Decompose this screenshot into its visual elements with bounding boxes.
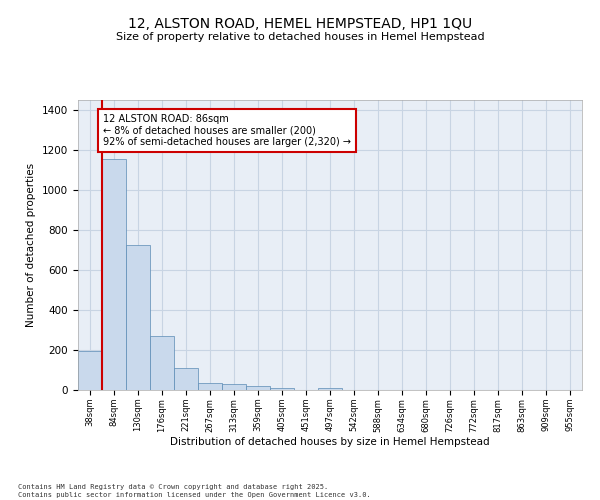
- Bar: [126, 245, 150, 390]
- Text: 12, ALSTON ROAD, HEMEL HEMPSTEAD, HP1 1QU: 12, ALSTON ROAD, HEMEL HEMPSTEAD, HP1 1Q…: [128, 18, 472, 32]
- Text: 12 ALSTON ROAD: 86sqm
← 8% of detached houses are smaller (200)
92% of semi-deta: 12 ALSTON ROAD: 86sqm ← 8% of detached h…: [103, 114, 351, 147]
- Bar: [174, 368, 198, 390]
- Bar: [222, 384, 246, 390]
- Bar: [78, 351, 102, 390]
- Y-axis label: Number of detached properties: Number of detached properties: [26, 163, 37, 327]
- Bar: [246, 386, 270, 390]
- X-axis label: Distribution of detached houses by size in Hemel Hempstead: Distribution of detached houses by size …: [170, 437, 490, 447]
- Text: Contains HM Land Registry data © Crown copyright and database right 2025.
Contai: Contains HM Land Registry data © Crown c…: [18, 484, 371, 498]
- Bar: [198, 383, 222, 390]
- Bar: [102, 159, 126, 390]
- Bar: [150, 336, 174, 390]
- Bar: [270, 388, 294, 390]
- Bar: [318, 388, 342, 390]
- Text: Size of property relative to detached houses in Hemel Hempstead: Size of property relative to detached ho…: [116, 32, 484, 42]
